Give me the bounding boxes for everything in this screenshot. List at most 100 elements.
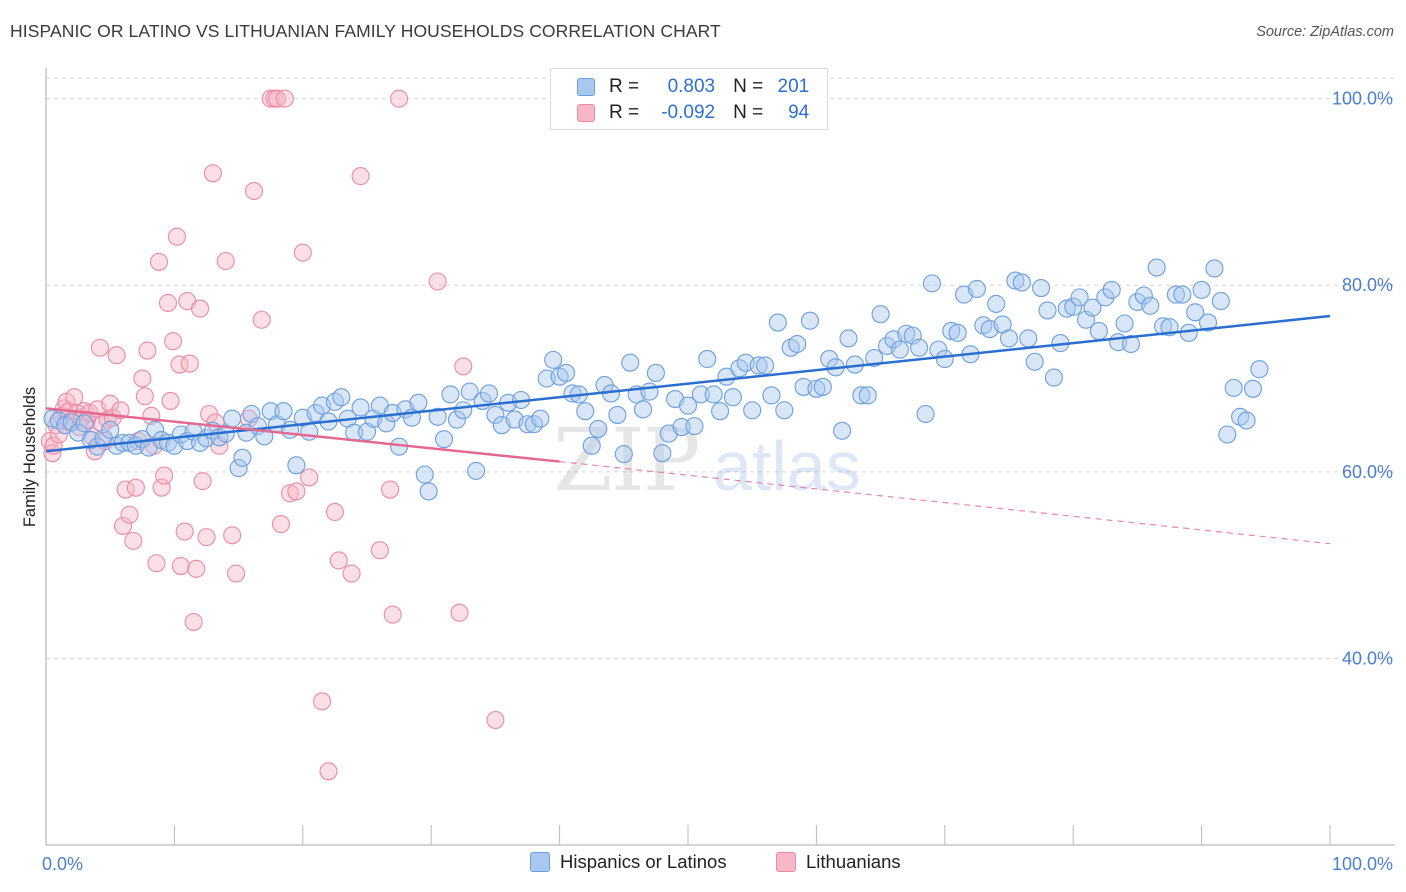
point-hispanics xyxy=(428,407,447,426)
point-hispanics xyxy=(935,349,954,368)
bottom-legend: Hispanics or Latinos Lithuanians xyxy=(0,851,1406,877)
point-lithuanians xyxy=(390,89,409,108)
point-lithuanians xyxy=(280,484,300,503)
point-lithuanians xyxy=(428,272,447,291)
point-hispanics xyxy=(807,379,826,398)
point-lithuanians xyxy=(325,502,344,521)
point-hispanics xyxy=(1096,288,1115,307)
point-lithuanians xyxy=(124,531,143,550)
point-hispanics xyxy=(531,409,550,428)
point-hispanics xyxy=(922,274,942,293)
legend-row-lithuanians: R = -0.092 N = 94 xyxy=(577,101,809,125)
point-hispanics xyxy=(621,353,640,372)
point-lithuanians xyxy=(184,612,203,632)
point-lithuanians xyxy=(300,468,319,487)
point-lithuanians xyxy=(191,299,210,318)
point-hispanics xyxy=(479,384,499,403)
point-hispanics xyxy=(1070,288,1089,307)
legend-r-label: R = xyxy=(609,76,640,97)
point-hispanics xyxy=(999,329,1019,348)
point-hispanics xyxy=(775,401,794,420)
point-hispanics xyxy=(1064,297,1083,316)
point-lithuanians xyxy=(155,466,174,485)
point-hispanics xyxy=(897,324,916,343)
point-lithuanians xyxy=(275,89,294,108)
point-lithuanians xyxy=(175,522,194,541)
point-hispanics xyxy=(1115,314,1134,333)
point-hispanics xyxy=(454,401,473,420)
point-hispanics xyxy=(1121,334,1141,354)
point-lithuanians xyxy=(167,227,187,246)
point-hispanics xyxy=(419,482,438,501)
point-hispanics xyxy=(614,445,633,464)
point-lithuanians xyxy=(107,346,126,365)
point-hispanics xyxy=(1006,271,1025,290)
point-hispanics xyxy=(582,436,601,455)
point-hispanics xyxy=(441,385,460,404)
series-hispanics xyxy=(43,258,1269,501)
point-hispanics xyxy=(1198,313,1218,332)
point-lithuanians xyxy=(351,167,370,186)
point-hispanics xyxy=(916,404,935,424)
point-hispanics xyxy=(1134,286,1153,305)
point-hispanics xyxy=(62,413,81,432)
point-lithuanians xyxy=(135,387,154,406)
bottom-legend-label-hispanics: Hispanics or Latinos xyxy=(560,851,727,872)
point-lithuanians xyxy=(287,482,306,501)
point-hispanics xyxy=(762,386,781,405)
point-hispanics xyxy=(788,334,807,354)
point-hispanics xyxy=(1012,273,1031,292)
point-hispanics xyxy=(608,405,627,424)
point-hispanics xyxy=(691,385,710,404)
point-lithuanians xyxy=(268,89,287,108)
series-lithuanians xyxy=(40,89,505,781)
legend-row-hispanics: R = 0.803 N = 201 xyxy=(577,75,809,99)
y-tick-label: 80.0% xyxy=(1342,275,1393,295)
point-hispanics xyxy=(640,382,659,401)
watermark: ZIP atlas xyxy=(553,411,861,511)
point-lithuanians xyxy=(381,480,400,499)
bottom-legend-label-lithuanians: Lithuanians xyxy=(806,851,901,872)
point-lithuanians xyxy=(171,557,190,576)
point-hispanics xyxy=(1038,301,1057,320)
point-lithuanians xyxy=(203,164,222,183)
legend-n-value: 201 xyxy=(777,76,810,97)
point-hispanics xyxy=(447,410,466,429)
point-lithuanians xyxy=(113,516,133,535)
point-hispanics xyxy=(1147,258,1166,277)
point-hispanics xyxy=(1179,323,1198,342)
legend-r-value: -0.092 xyxy=(661,102,716,123)
point-lithuanians xyxy=(126,478,145,497)
point-hispanics xyxy=(1141,296,1160,315)
point-hispanics xyxy=(1250,360,1269,379)
point-hispanics xyxy=(749,356,768,375)
point-hispanics xyxy=(1243,379,1263,398)
point-hispanics xyxy=(839,329,858,348)
point-lithuanians xyxy=(244,181,264,201)
point-lithuanians xyxy=(158,293,178,313)
legend-r-label: R = xyxy=(609,102,640,123)
point-hispanics xyxy=(948,323,967,342)
axes xyxy=(45,68,1395,846)
point-hispanics xyxy=(409,393,428,412)
point-lithuanians xyxy=(261,89,280,108)
point-hispanics xyxy=(858,386,877,405)
point-hispanics xyxy=(852,386,871,405)
point-hispanics xyxy=(1192,280,1211,299)
point-hispanics xyxy=(698,349,717,368)
point-hispanics xyxy=(967,279,986,299)
point-lithuanians xyxy=(226,564,246,583)
bottom-legend-swatch-blue xyxy=(530,852,550,872)
point-hispanics xyxy=(871,305,890,324)
point-lithuanians xyxy=(197,528,216,547)
point-hispanics xyxy=(351,398,370,417)
point-hispanics xyxy=(1025,352,1044,371)
legend: R = 0.803 N = 201 R = -0.092 N = 94 xyxy=(550,68,828,130)
point-hispanics xyxy=(768,313,787,332)
point-lithuanians xyxy=(223,526,242,545)
point-hispanics xyxy=(287,456,306,475)
point-hispanics xyxy=(467,461,486,480)
trend-line-lithuanians xyxy=(45,407,560,463)
gridlines xyxy=(46,77,1395,659)
point-hispanics xyxy=(634,400,653,419)
